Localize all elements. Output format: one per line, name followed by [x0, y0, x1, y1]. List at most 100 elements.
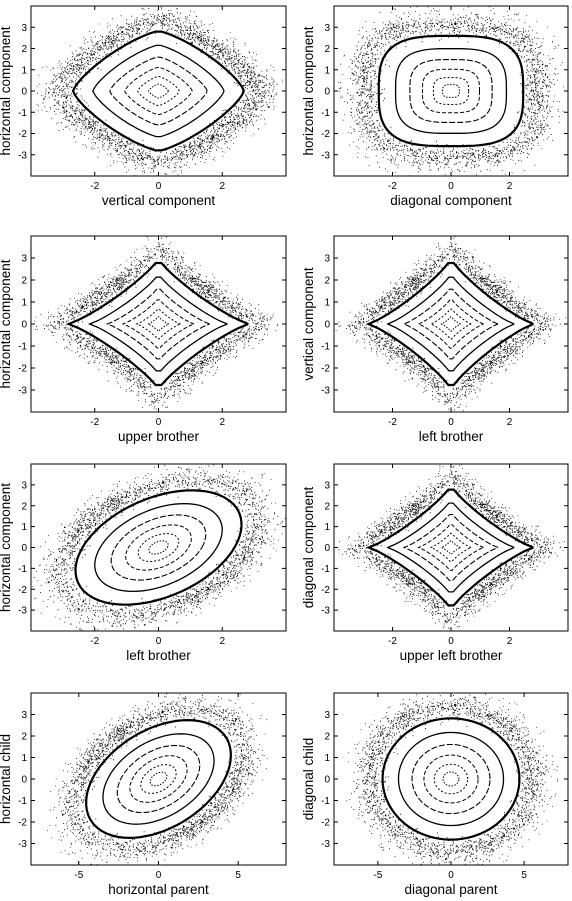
contour-5: [433, 763, 469, 795]
contour-2: [386, 276, 515, 372]
x-axis-label: diagonal component: [390, 193, 512, 208]
contour-5: [137, 76, 180, 106]
x-tick-label: 0: [448, 636, 454, 647]
contour-6: [442, 771, 460, 787]
contour-1: [65, 261, 249, 387]
x-tick-label: 2: [507, 417, 513, 428]
x-axis-label: diagonal parent: [404, 882, 497, 897]
y-axis-label: horizontal component: [301, 26, 316, 155]
scatter-points: [36, 6, 284, 176]
contour-4: [125, 524, 192, 571]
y-tick-label: -3: [321, 386, 330, 397]
contour-2: [397, 731, 505, 827]
x-tick-label: 0: [156, 870, 162, 881]
scatter-points: [32, 464, 286, 631]
y-tick-label: 3: [324, 480, 330, 491]
contour-1: [365, 488, 534, 607]
y-tick-label: -3: [18, 150, 27, 161]
y-tick-label: -2: [18, 585, 27, 596]
contour-1: [381, 717, 521, 841]
y-tick-label: -1: [18, 342, 27, 353]
subplot-2: -2 0 2 -3 -2 -1 0 1 2 3 diagonal component horizont…: [301, 5, 569, 208]
scatter-points: [346, 693, 559, 865]
y-tick-label: 2: [21, 732, 27, 743]
contour-5: [137, 532, 180, 563]
contour-6: [439, 540, 461, 555]
contour-1: [74, 489, 243, 606]
x-tick-label: 0: [448, 181, 454, 192]
subplot-5: -2 0 2 -3 -2 -1 0 1 2 3 left brother horizontal com…: [0, 463, 287, 663]
contour-6: [146, 316, 170, 332]
y-tick-label: 2: [324, 44, 330, 55]
x-tick-label: 5: [521, 870, 527, 881]
x-tick-label: -2: [388, 417, 397, 428]
y-tick-label: -3: [321, 839, 330, 850]
y-tick-label: 1: [324, 753, 330, 764]
scatter-points: [47, 693, 268, 865]
x-axis-label: vertical component: [102, 193, 216, 208]
y-axis-label: vertical component: [301, 267, 316, 381]
x-tick-label: -5: [74, 870, 83, 881]
x-tick-label: -2: [388, 636, 397, 647]
x-tick-label: 2: [219, 417, 225, 428]
contour-1: [71, 30, 245, 152]
contour-1: [365, 261, 534, 387]
contour-5: [432, 77, 470, 105]
y-tick-label: 0: [21, 87, 27, 98]
y-axis-label: horizontal component: [0, 483, 13, 612]
x-axis-label: horizontal parent: [108, 882, 209, 897]
subplot-6: -2 0 2 -3 -2 -1 0 1 2 3 upper left brother diagonal…: [301, 463, 569, 663]
contour-2: [386, 502, 515, 593]
y-tick-label: 2: [21, 276, 27, 287]
y-tick-label: 1: [324, 522, 330, 533]
contour-4: [129, 755, 188, 803]
y-tick-label: 0: [324, 543, 330, 554]
y-tick-label: -3: [321, 606, 330, 617]
contour-3: [105, 288, 210, 360]
contour-6: [148, 83, 169, 99]
y-axis-label: horizontal component: [0, 26, 13, 155]
x-axis-label: upper left brother: [400, 648, 503, 663]
y-tick-label: -1: [321, 796, 330, 807]
x-tick-label: -2: [388, 181, 397, 192]
y-tick-label: -1: [18, 564, 27, 575]
y-tick-label: -1: [321, 564, 330, 575]
y-tick-label: 0: [324, 775, 330, 786]
contour-4: [124, 67, 193, 115]
y-tick-label: -2: [321, 129, 330, 140]
subplot-8: -5 0 5 -3 -2 -1 0 1 2 3 diagonal parent diagonal ch…: [301, 692, 569, 897]
contour-2: [87, 276, 228, 372]
y-axis-label: horizontal child: [0, 734, 13, 824]
y-tick-label: 2: [21, 501, 27, 512]
y-tick-label: -3: [18, 839, 27, 850]
y-tick-label: -2: [321, 818, 330, 829]
y-tick-label: 3: [21, 254, 27, 265]
y-tick-label: -1: [18, 108, 27, 119]
y-tick-label: 0: [21, 775, 27, 786]
contour-3: [409, 59, 493, 123]
x-tick-label: -2: [90, 181, 99, 192]
x-tick-label: 0: [156, 636, 162, 647]
contour-2: [102, 733, 215, 825]
axes-frame: [333, 5, 569, 177]
x-tick-label: -5: [373, 870, 382, 881]
y-tick-label: 3: [21, 710, 27, 721]
x-tick-label: -2: [90, 636, 99, 647]
y-tick-label: 1: [21, 753, 27, 764]
y-tick-label: -2: [18, 129, 27, 140]
y-tick-label: 1: [21, 65, 27, 76]
contour-5: [140, 764, 177, 794]
contour-3: [411, 743, 491, 815]
contour-4: [417, 299, 484, 349]
y-tick-label: 0: [324, 320, 330, 331]
contour-3: [110, 514, 207, 581]
scatter-points: [338, 6, 564, 176]
x-tick-label: 2: [219, 636, 225, 647]
contour-5: [429, 532, 472, 563]
contour-6: [440, 316, 461, 332]
y-tick-label: -3: [18, 606, 27, 617]
contour-4: [422, 68, 480, 114]
y-tick-label: 3: [324, 23, 330, 34]
x-tick-label: -2: [90, 417, 99, 428]
